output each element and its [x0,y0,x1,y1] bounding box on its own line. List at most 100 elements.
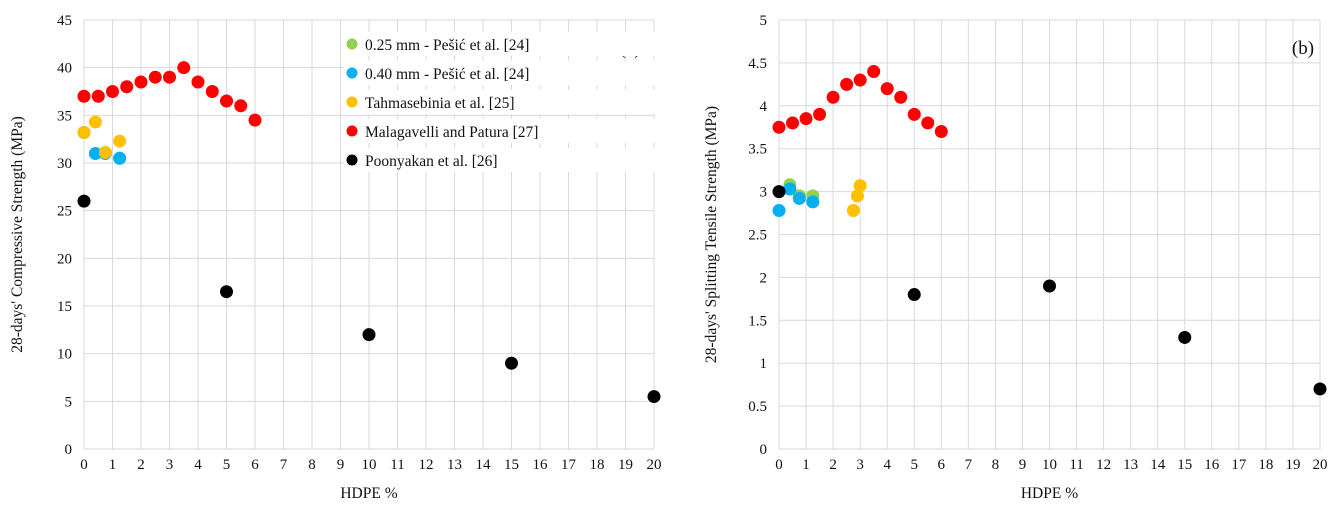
y-tick-label: 0 [760,442,768,458]
legend: 0.25 mm - Pešić et al. [24] 0.40 mm - Peš… [344,32,666,172]
data-point [806,195,820,209]
y-tick-label: 35 [57,108,72,124]
legend-marker [346,154,358,166]
data-point [783,182,797,196]
x-tick-label: 12 [1096,457,1111,473]
x-tick-label: 10 [1042,457,1057,473]
data-point [813,107,827,121]
x-tick-label: 15 [1177,457,1192,473]
legend-label: 0.25 mm - Pešić et al. [24] [365,37,529,54]
data-point [772,185,786,199]
legend-bg [344,32,666,56]
x-tick-label: 1 [109,457,117,473]
x-tick-label: 14 [1150,457,1166,473]
x-tick-label: 17 [1231,457,1247,473]
x-tick-label: 2 [137,457,145,473]
series-points [772,182,820,217]
x-tick-label: 2 [829,457,837,473]
data-point [894,90,908,104]
x-tick-label: 6 [251,457,259,473]
x-tick-label: 4 [194,457,202,473]
data-point [113,151,127,165]
x-tick-label: 19 [618,457,633,473]
data-point [1313,382,1327,396]
legend-bg [344,119,666,143]
data-point [234,99,248,113]
x-axis-title: HDPE % [1021,485,1078,502]
data-point [220,94,233,108]
data-point [907,288,921,302]
x-tick-label: 9 [1019,457,1027,473]
y-tick-label: 3.5 [748,142,767,158]
y-tick-label: 0.5 [748,399,767,415]
data-point [867,64,881,78]
x-tick-label: 4 [883,457,891,473]
data-point [1043,279,1056,293]
y-tick-label: 5 [760,13,768,29]
panel-label: (b) [1292,38,1314,59]
data-point [850,189,864,203]
x-tick-label: 15 [504,457,519,473]
data-point [134,75,148,89]
data-point [799,112,813,126]
data-point [77,125,91,139]
data-point [77,89,91,103]
x-tick-label: 13 [1123,457,1138,473]
y-axis-title: 28-days' Splitting Tensile Strength (MPa… [703,106,720,363]
legend-label: Poonyakan et al. [26] [365,153,498,170]
data-point [786,116,800,130]
data-point [880,82,894,96]
data-point [88,146,102,160]
legend-label: Tahmasebinia et al. [25] [365,95,515,112]
data-point [846,203,860,217]
series-points [77,61,262,127]
y-tick-label: 2.5 [748,228,767,244]
series-points [772,64,948,139]
y-tick-label: 15 [57,299,72,315]
x-tick-label: 1 [802,457,810,473]
data-point [921,116,935,130]
x-tick-label: 20 [647,457,662,473]
legend-bg [344,61,666,85]
legend-marker [346,125,358,137]
tensile-strength-chart: 0 1 2 3 4 5 6 7 8 9 10 11 12 13 14 15 16 17 18 19 2000.511.5… [703,13,1328,502]
x-tick-label: 18 [590,457,605,473]
legend-marker [346,67,358,79]
data-point [91,89,105,103]
data-point [934,125,948,139]
data-point [120,80,134,94]
data-point [647,390,661,404]
x-tick-label: 8 [308,457,316,473]
y-tick-label: 0 [65,442,73,458]
legend-marker [346,38,358,50]
data-point [853,179,867,193]
legend-bg [344,148,666,172]
data-point [191,75,205,89]
data-point [907,107,921,121]
y-tick-label: 10 [57,347,72,363]
series-points [772,185,1327,396]
data-point [77,194,91,208]
legend-marker [346,96,358,108]
x-tick-label: 0 [775,457,783,473]
series-points [77,115,127,160]
x-tick-label: 9 [337,457,345,473]
data-point [362,328,376,342]
data-point [113,134,127,148]
y-tick-label: 45 [57,13,72,29]
x-tick-label: 3 [856,457,864,473]
x-tick-label: 5 [911,457,919,473]
data-point [106,85,119,98]
y-tick-label: 4 [760,99,768,115]
y-tick-label: 2 [760,270,768,286]
data-point [505,356,518,370]
x-tick-label: 19 [1285,457,1300,473]
y-tick-label: 4.5 [748,56,767,72]
x-axis-title: HDPE % [340,485,397,502]
legend-label: Malagavelli and Patura [27] [365,124,538,141]
x-tick-label: 20 [1313,457,1328,473]
data-point [1178,330,1192,344]
data-point [220,285,233,299]
series-points [846,179,867,217]
x-tick-label: 7 [965,457,973,473]
